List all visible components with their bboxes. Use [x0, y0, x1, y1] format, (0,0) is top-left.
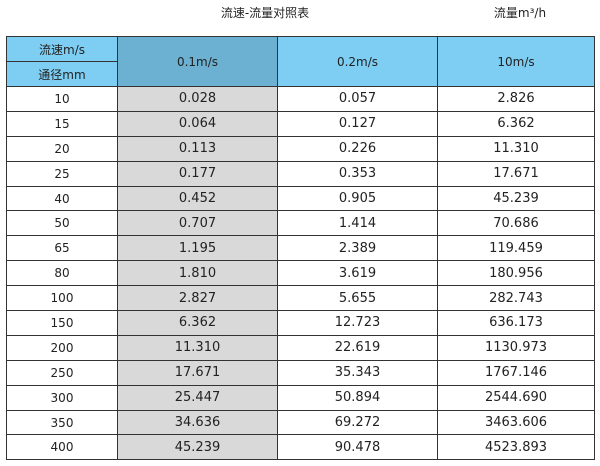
flow-cell: 0.028 [117, 86, 278, 112]
flow-cell: 1.810 [117, 260, 278, 287]
diameter-cell: 20 [6, 135, 118, 162]
flow-cell: 6.362 [117, 310, 278, 336]
diameter-cell: 150 [6, 310, 118, 336]
flow-cell: 3463.606 [437, 409, 595, 436]
table-row: 80 1.810 3.619 180.956 [6, 260, 595, 287]
flow-cell: 45.239 [117, 434, 278, 461]
column-header[interactable]: 0.1m/s [117, 36, 278, 87]
flow-cell: 69.272 [277, 409, 438, 436]
diameter-cell: 300 [6, 384, 118, 411]
diameter-cell: 65 [6, 235, 118, 262]
flow-cell: 0.452 [117, 185, 278, 212]
table-row: 350 34.636 69.272 3463.606 [6, 409, 595, 436]
flow-cell: 0.707 [117, 210, 278, 237]
header-row: 通径mm [6, 61, 595, 87]
flow-cell: 17.671 [117, 359, 278, 386]
flow-cell: 0.127 [277, 110, 438, 137]
table-row: 65 1.195 2.389 119.459 [6, 235, 595, 262]
flow-cell: 11.310 [437, 135, 595, 162]
flow-cell: 1767.146 [437, 359, 595, 386]
diameter-cell: 15 [6, 110, 118, 137]
table-row: 25 0.177 0.353 17.671 [6, 160, 595, 187]
table-row: 250 17.671 35.343 1767.146 [6, 359, 595, 386]
flow-cell: 0.064 [117, 110, 278, 137]
diameter-cell: 400 [6, 434, 118, 461]
flow-cell: 4523.893 [437, 434, 595, 461]
flow-cell: 0.113 [117, 135, 278, 162]
table-row: 300 25.447 50.894 2544.690 [6, 384, 595, 411]
diameter-cell: 50 [6, 210, 118, 237]
diameter-cell: 200 [6, 334, 118, 361]
column-header: 0.2m/s [277, 36, 438, 87]
flow-cell: 180.956 [437, 260, 595, 287]
diameter-cell: 350 [6, 409, 118, 436]
column-header: 10m/s [437, 36, 595, 87]
table-row: 10 0.028 0.057 2.826 [6, 86, 595, 112]
flow-cell: 3.619 [277, 260, 438, 287]
table-row: 400 45.239 90.478 4523.893 [6, 434, 595, 461]
flow-cell: 22.619 [277, 334, 438, 361]
flow-cell: 0.353 [277, 160, 438, 187]
flow-cell: 2.826 [437, 86, 595, 112]
diameter-cell: 40 [6, 185, 118, 212]
flow-cell: 0.177 [117, 160, 278, 187]
flow-cell: 0.905 [277, 185, 438, 212]
flow-cell: 1.195 [117, 235, 278, 262]
flow-cell: 636.173 [437, 310, 595, 336]
diameter-cell: 100 [6, 285, 118, 312]
diameter-header: 通径mm [6, 61, 118, 87]
flow-cell: 17.671 [437, 160, 595, 187]
flow-cell: 25.447 [117, 384, 278, 411]
flow-cell: 282.743 [437, 285, 595, 312]
flow-cell: 6.362 [437, 110, 595, 137]
flow-cell: 35.343 [277, 359, 438, 386]
table-row: 40 0.452 0.905 45.239 [6, 185, 595, 212]
flow-cell: 34.636 [117, 409, 278, 436]
flow-cell: 5.655 [277, 285, 438, 312]
velocity-header: 流速m/s [6, 36, 118, 62]
flow-cell: 0.057 [277, 86, 438, 112]
table-row: 15 0.064 0.127 6.362 [6, 110, 595, 137]
flow-cell: 119.459 [437, 235, 595, 262]
flow-cell: 1130.973 [437, 334, 595, 361]
flow-cell: 70.686 [437, 210, 595, 237]
table-title: 流速-流量对照表 [220, 6, 310, 20]
diameter-cell: 80 [6, 260, 118, 287]
unit-label: 流量m³/h [493, 6, 547, 20]
flow-table: 流速m/s 0.1m/s 0.2m/s 10m/s 通径mm 10 0.028 0.… [6, 36, 595, 461]
flow-cell: 2.827 [117, 285, 278, 312]
flow-cell: 50.894 [277, 384, 438, 411]
flow-cell: 1.414 [277, 210, 438, 237]
table-row: 150 6.362 12.723 636.173 [6, 310, 595, 336]
flow-cell: 11.310 [117, 334, 278, 361]
flow-cell: 2544.690 [437, 384, 595, 411]
flow-cell: 0.226 [277, 135, 438, 162]
header-row: 流速m/s 0.1m/s 0.2m/s 10m/s [6, 36, 595, 87]
flow-cell: 45.239 [437, 185, 595, 212]
table-row: 50 0.707 1.414 70.686 [6, 210, 595, 237]
flow-cell: 2.389 [277, 235, 438, 262]
table-row: 200 11.310 22.619 1130.973 [6, 334, 595, 361]
diameter-cell: 25 [6, 160, 118, 187]
diameter-cell: 10 [6, 86, 118, 112]
table-row: 20 0.113 0.226 11.310 [6, 135, 595, 162]
flow-cell: 12.723 [277, 310, 438, 336]
flow-cell: 90.478 [277, 434, 438, 461]
diameter-cell: 250 [6, 359, 118, 386]
table-row: 100 2.827 5.655 282.743 [6, 285, 595, 312]
